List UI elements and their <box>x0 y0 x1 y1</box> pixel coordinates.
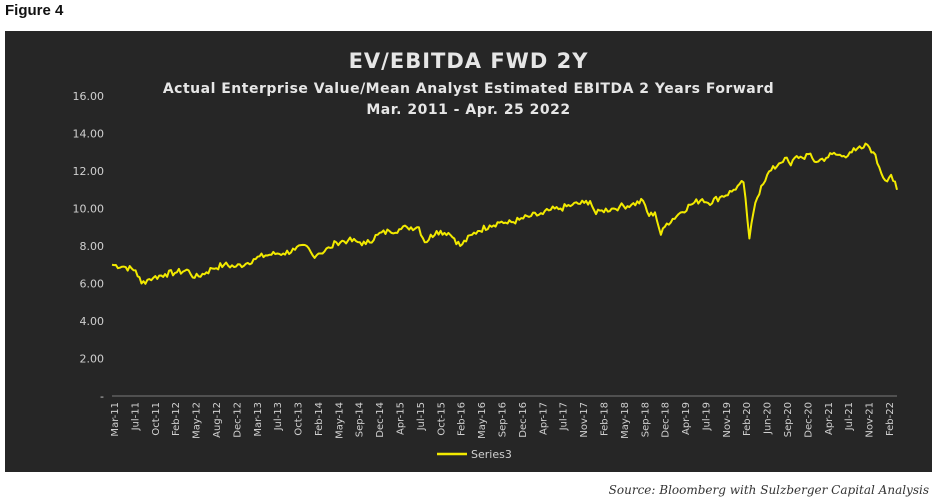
x-tick-label: Nov-17 <box>579 402 590 438</box>
y-tick-label: 8.00 <box>80 240 105 253</box>
legend-label: Series3 <box>471 448 512 461</box>
x-tick-label: Jul-15 <box>416 402 427 431</box>
y-tick-label: 4.00 <box>80 315 105 328</box>
x-tick-label: Jul-21 <box>844 402 855 431</box>
series-line <box>111 142 898 285</box>
y-tick-label: 6.00 <box>80 278 105 291</box>
x-tick-label: Dec-12 <box>232 402 243 438</box>
x-tick-label: Sep-16 <box>498 402 509 437</box>
line-chart-svg: - 2.00 4.00 6.00 8.00 10.00 12.00 14.00 16.00 Mar… <box>73 90 898 461</box>
x-tick-label: Dec-18 <box>661 402 672 438</box>
chart-subtitle: Actual Enterprise Value/Mean Analyst Est… <box>162 81 775 97</box>
y-tick-label: 2.00 <box>80 353 105 366</box>
x-tick-label: Jul-17 <box>559 402 570 431</box>
y-tick-label: 12.00 <box>73 165 105 178</box>
x-tick-label: May-14 <box>334 402 345 439</box>
x-tick-label: May-18 <box>620 402 631 439</box>
x-tick-label: Feb-20 <box>742 402 753 436</box>
x-tick-label: May-16 <box>477 402 488 439</box>
x-tick-label: Sep-20 <box>783 402 794 437</box>
x-tick-label: Oct-15 <box>436 402 447 436</box>
figure-label: Figure 4 <box>5 2 64 19</box>
x-tick-label: Apr-15 <box>396 402 407 435</box>
x-tick-label: Oct-13 <box>294 402 305 436</box>
chart-title: EV/EBITDA FWD 2Y <box>348 49 589 73</box>
x-tick-label: Feb-12 <box>171 402 182 436</box>
x-tick-label: Sep-14 <box>355 402 366 437</box>
chart-area: EV/EBITDA FWD 2Y Actual Enterprise Value… <box>5 31 932 472</box>
x-tick-label: Aug-12 <box>212 402 223 438</box>
x-tick-label: Jul-13 <box>273 402 284 431</box>
x-tick-label: Oct-11 <box>151 402 162 436</box>
x-tick-label: Apr-19 <box>681 402 692 435</box>
y-tick-label: 14.00 <box>73 128 105 141</box>
x-tick-label: Feb-22 <box>885 402 896 436</box>
x-tick-label: Feb-16 <box>457 402 468 436</box>
x-tick-label: Apr-17 <box>538 402 549 435</box>
x-tick-label: Nov-19 <box>722 402 733 438</box>
x-tick-label: Mar-11 <box>110 402 121 437</box>
x-tick-label: Dec-20 <box>803 402 814 438</box>
x-tick-label: Feb-14 <box>314 402 325 436</box>
x-tick-label: Jul-19 <box>701 402 712 431</box>
x-tick-label: May-12 <box>192 402 203 439</box>
y-tick-label: 16.00 <box>73 90 105 103</box>
x-tick-label: Sep-18 <box>640 402 651 437</box>
x-tick-label: Nov-21 <box>865 402 876 438</box>
x-tick-label: Jun-20 <box>763 402 774 435</box>
x-tick-label: Feb-18 <box>599 402 610 436</box>
x-tick-label: Dec-14 <box>375 402 386 438</box>
x-tick-label: Jul-11 <box>130 402 141 431</box>
y-tick-label: - <box>100 390 104 403</box>
chart-date-range: Mar. 2011 - Apr. 25 2022 <box>366 102 571 118</box>
x-tick-label: Apr-21 <box>824 402 835 435</box>
source-note: Source: Bloomberg with Sulzberger Capita… <box>608 483 929 497</box>
x-tick-label: Dec-16 <box>518 402 529 438</box>
y-tick-label: 10.00 <box>73 203 105 216</box>
x-tick-label: Mar-13 <box>253 402 264 437</box>
